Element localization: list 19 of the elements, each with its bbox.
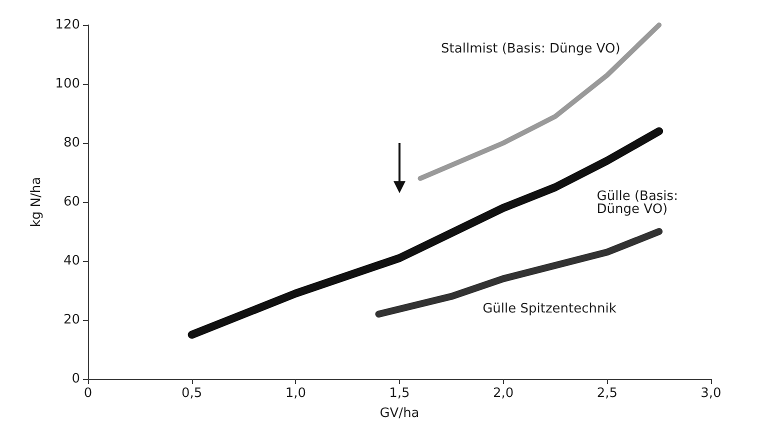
y-tick-label: 20 bbox=[63, 312, 80, 328]
y-axis-title: kg N/ha bbox=[29, 176, 44, 228]
series-label: Stallmist (Basis: Dünge VO) bbox=[441, 42, 620, 57]
y-tick-label: 60 bbox=[63, 194, 80, 210]
x-tick-label: 3,0 bbox=[700, 386, 722, 401]
x-tick-label: 2,0 bbox=[492, 386, 514, 401]
y-tick-label: 40 bbox=[63, 254, 80, 268]
series-label: Gülle (Basis: Dünge VO) bbox=[596, 189, 682, 218]
x-tick-label: 1,0 bbox=[285, 386, 306, 401]
x-tick-label: 1,5 bbox=[389, 386, 410, 401]
x-tick-label: 2,5 bbox=[596, 386, 618, 401]
series-label: Gülle Spitzentechnik bbox=[482, 301, 617, 316]
x-axis-title: GV/ha bbox=[380, 406, 420, 421]
y-tick-label: 120 bbox=[55, 18, 80, 32]
x-tick-label: 0 bbox=[84, 386, 92, 401]
y-tick-label: 0 bbox=[72, 372, 80, 386]
x-tick-label: 0,5 bbox=[181, 386, 202, 401]
y-tick-label: 100 bbox=[55, 76, 80, 92]
y-tick-label: 80 bbox=[63, 136, 80, 150]
